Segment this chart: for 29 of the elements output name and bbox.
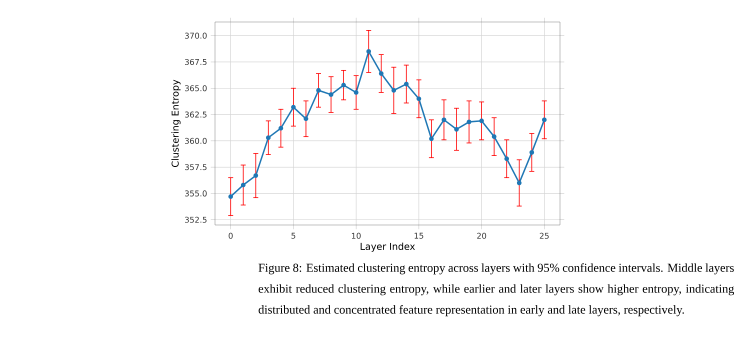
point — [391, 88, 396, 93]
point — [479, 118, 484, 124]
point — [354, 90, 358, 95]
x-axis-title: Layer Index — [360, 242, 415, 252]
point — [504, 156, 510, 162]
point — [228, 194, 234, 199]
point — [378, 71, 384, 76]
point — [416, 96, 422, 102]
point — [278, 126, 284, 131]
point — [366, 49, 372, 54]
point — [266, 135, 271, 140]
point — [492, 134, 496, 139]
caption: Figure 8: Estimated clustering entropy across layers with 95% confidence intervals. Middle layers exhibit reduced clustering entropy, while earlier and later layers show higher entropy, indicating distributed and concentrated feature representation in early and late layers, respectively. — [258, 263, 734, 316]
point — [442, 117, 446, 122]
point — [529, 150, 534, 155]
point — [328, 92, 334, 97]
point — [316, 88, 321, 93]
y-axis-title: Clustering Entropy — [171, 80, 181, 167]
point — [304, 116, 308, 122]
point — [291, 104, 296, 110]
point — [429, 136, 434, 142]
point — [341, 82, 346, 88]
point — [542, 117, 547, 122]
point — [466, 120, 472, 124]
point — [253, 173, 258, 178]
point — [240, 182, 246, 188]
point — [404, 82, 409, 86]
point — [454, 126, 459, 132]
point — [516, 180, 522, 186]
